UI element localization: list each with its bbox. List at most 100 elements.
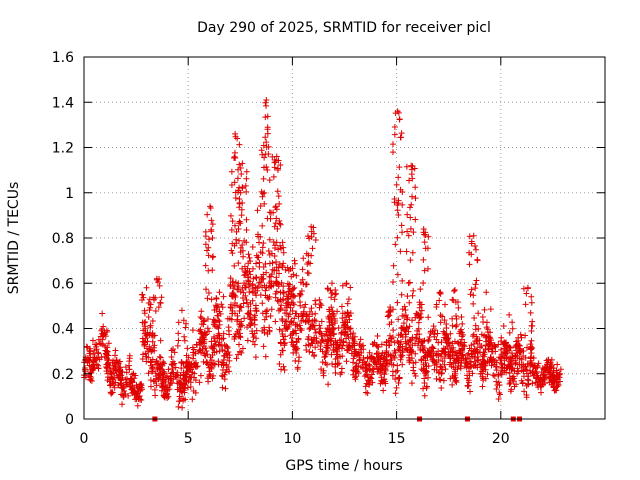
data-point — [279, 316, 286, 323]
data-point — [408, 380, 415, 387]
data-point — [99, 310, 106, 317]
data-point — [380, 355, 387, 362]
data-point — [243, 175, 250, 182]
data-point — [198, 349, 205, 356]
data-point — [135, 393, 142, 400]
data-point — [141, 341, 148, 348]
data-point — [370, 358, 377, 365]
data-point — [254, 285, 261, 292]
data-point — [472, 362, 479, 369]
data-point — [439, 358, 446, 365]
data-point — [268, 250, 275, 257]
data-point — [399, 347, 406, 354]
data-point — [291, 343, 298, 350]
data-point — [396, 375, 403, 382]
data-point — [430, 323, 437, 330]
data-point — [225, 327, 232, 334]
data-point — [400, 320, 407, 327]
data-point — [350, 359, 357, 366]
data-point — [465, 379, 472, 386]
data-point — [480, 368, 487, 375]
data-point — [395, 174, 402, 181]
data-point — [251, 312, 258, 319]
data-point — [254, 207, 261, 214]
data-point — [168, 347, 175, 354]
data-point — [208, 338, 215, 345]
data-point — [510, 378, 517, 385]
data-point — [326, 327, 333, 334]
data-point — [296, 354, 303, 361]
data-point — [377, 354, 384, 361]
data-point — [329, 316, 336, 323]
data-point — [410, 360, 417, 367]
data-point — [216, 342, 223, 349]
data-point — [169, 365, 176, 372]
data-point — [398, 291, 405, 298]
data-point — [238, 206, 245, 213]
data-point — [549, 375, 556, 382]
data-point — [394, 362, 401, 369]
data-point — [488, 348, 495, 355]
data-point — [517, 345, 524, 352]
data-point — [513, 341, 520, 348]
data-point — [128, 386, 135, 393]
data-point — [235, 260, 242, 267]
data-point — [247, 311, 254, 318]
data-point — [447, 375, 454, 382]
data-point — [503, 365, 510, 372]
data-point — [243, 168, 250, 175]
data-point — [421, 392, 428, 399]
data-point — [429, 356, 436, 363]
data-point — [312, 310, 319, 317]
data-point — [281, 366, 288, 373]
data-point — [309, 245, 316, 252]
data-point — [272, 318, 279, 325]
data-point — [420, 225, 427, 232]
data-point — [394, 108, 401, 115]
data-point — [207, 203, 214, 210]
data-point — [191, 360, 198, 367]
data-point — [328, 351, 335, 358]
data-point — [406, 177, 413, 184]
data-point — [218, 301, 225, 308]
data-point — [154, 279, 161, 286]
data-point — [440, 328, 447, 335]
data-point — [131, 375, 138, 382]
data-point — [266, 273, 273, 280]
data-point — [246, 254, 253, 261]
data-point — [95, 349, 102, 356]
data-point — [309, 340, 316, 347]
data-point — [420, 361, 427, 368]
data-point — [341, 323, 348, 330]
data-point — [389, 368, 396, 375]
data-point — [437, 376, 444, 383]
data-point — [117, 380, 124, 387]
data-point — [481, 332, 488, 339]
data-point — [405, 280, 412, 287]
data-point — [262, 99, 269, 106]
data-point — [405, 328, 412, 335]
data-point — [82, 364, 89, 371]
data-point — [207, 359, 214, 366]
data-point — [189, 369, 196, 376]
data-point — [282, 307, 289, 314]
data-point — [180, 317, 187, 324]
data-point — [387, 307, 394, 314]
data-point — [190, 363, 197, 370]
data-point — [470, 232, 477, 239]
data-point — [298, 318, 305, 325]
data-point — [442, 331, 449, 338]
data-point — [128, 375, 135, 382]
data-point — [432, 327, 439, 334]
data-point — [334, 354, 341, 361]
data-point — [240, 253, 247, 260]
data-point — [311, 316, 318, 323]
data-point — [216, 348, 223, 355]
data-point — [485, 337, 492, 344]
data-point — [533, 375, 540, 382]
data-point — [543, 365, 550, 372]
data-point — [380, 387, 387, 394]
data-point — [239, 345, 246, 352]
data-point — [111, 360, 118, 367]
data-point — [242, 292, 249, 299]
